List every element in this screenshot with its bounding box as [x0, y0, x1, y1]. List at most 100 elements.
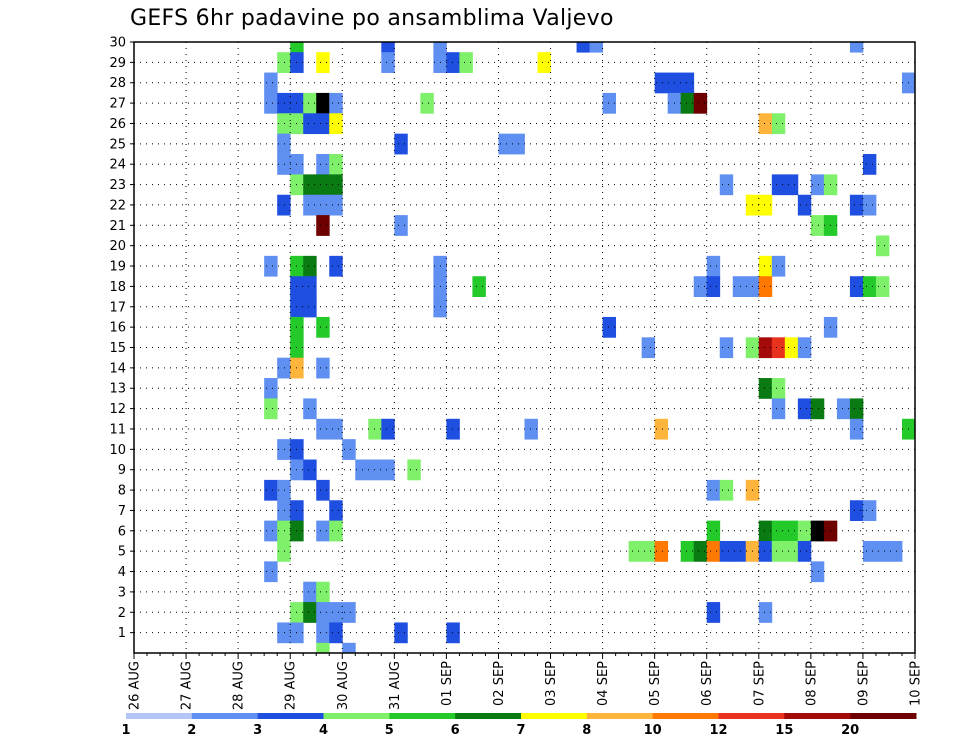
heatmap-cell: [303, 296, 317, 318]
heatmap-cell: [316, 316, 330, 338]
heatmap-cell: [706, 602, 721, 623]
x-tick-label: 31 AUG: [388, 661, 403, 710]
heatmap-cell: [368, 459, 382, 481]
y-tick-label: 20: [109, 239, 126, 254]
colorbar-swatch: [784, 713, 851, 719]
heatmap-cell: [758, 540, 773, 562]
heatmap-cell: [849, 398, 864, 420]
heatmap-cell: [277, 439, 291, 460]
colorbar-label: 1: [121, 723, 130, 738]
heatmap-cell: [810, 174, 825, 196]
heatmap-cell: [303, 174, 317, 196]
heatmap-cell: [706, 276, 721, 297]
heatmap-cell: [758, 337, 773, 359]
colorbar-swatch: [652, 713, 719, 719]
heatmap-cell: [277, 520, 291, 542]
heatmap-cell: [316, 418, 330, 440]
heatmap-cell: [329, 520, 343, 542]
colorbar-label: 8: [582, 723, 591, 738]
y-tick-label: 11: [109, 422, 126, 437]
heatmap-cell: [797, 398, 812, 420]
heatmap-cell: [277, 540, 291, 562]
heatmap-cell: [316, 642, 330, 654]
heatmap-cell: [329, 113, 343, 135]
y-tick-label: 6: [118, 524, 126, 539]
colorbar-label: 20: [841, 723, 859, 738]
heatmap-cell: [329, 174, 343, 196]
heatmap-cell: [771, 520, 786, 542]
heatmap-cell: [290, 42, 304, 53]
heatmap-cell: [459, 52, 473, 73]
y-tick-label: 2: [118, 606, 126, 621]
heatmap-cell: [316, 479, 330, 501]
colorbar-label: 7: [516, 723, 525, 738]
heatmap-cells: [264, 42, 916, 654]
heatmap-cell: [303, 255, 317, 277]
heatmap-cell: [277, 133, 291, 155]
x-tick-label: 01 SEP: [440, 661, 455, 706]
heatmap-cell: [407, 459, 421, 481]
colorbar-swatch: [455, 713, 522, 719]
colorbar-swatch: [718, 713, 785, 719]
heatmap-cell: [654, 540, 669, 562]
heatmap-cell: [420, 92, 434, 114]
heatmap-cell: [394, 622, 408, 644]
heatmap-cell: [602, 316, 617, 338]
heatmap-cell: [758, 602, 773, 623]
x-tick-label: 03 SEP: [544, 661, 559, 706]
y-tick-label: 27: [109, 97, 126, 112]
heatmap-cell: [862, 194, 877, 216]
y-tick-label: 19: [109, 260, 126, 275]
heatmap-cell: [693, 276, 708, 297]
heatmap-cell: [849, 194, 864, 216]
x-tick-label: 30 AUG: [336, 661, 351, 710]
heatmap-cell: [381, 418, 395, 440]
chart-title: GEFS 6hr padavine po ansamblima Valjevo: [130, 6, 614, 31]
colorbar-label: 2: [187, 723, 196, 738]
heatmap-cell: [810, 520, 825, 542]
x-tick-label: 09 SEP: [856, 661, 871, 706]
heatmap-cell: [849, 418, 864, 440]
heatmap-cell: [810, 398, 825, 420]
heatmap-cell: [537, 52, 551, 73]
heatmap-cell: [693, 540, 708, 562]
heatmap-cell: [394, 215, 408, 236]
y-tick-label: 18: [109, 280, 126, 295]
colorbar-swatch: [521, 713, 588, 719]
heatmap-cell: [628, 540, 643, 562]
heatmap-cell: [472, 276, 486, 297]
colorbar-label: 6: [451, 723, 460, 738]
heatmap-cell: [316, 154, 330, 175]
heatmap-cell: [875, 235, 890, 257]
heatmap-cell: [277, 622, 291, 644]
heatmap-cell: [277, 52, 291, 73]
heatmap-cell: [576, 42, 590, 53]
heatmap-cell: [277, 113, 291, 135]
x-tick-label: 07 SEP: [752, 661, 767, 706]
colorbar-swatch: [257, 713, 324, 719]
heatmap-cell: [784, 520, 799, 542]
colorbar-swatch: [850, 713, 917, 719]
heatmap-cell: [758, 520, 773, 542]
x-tick-label: 29 AUG: [284, 661, 299, 710]
heatmap-cell: [316, 92, 330, 114]
heatmap-cell: [303, 194, 317, 216]
heatmap-cell: [758, 194, 773, 216]
heatmap-cell: [316, 52, 330, 73]
x-tick-label: 06 SEP: [700, 661, 715, 706]
heatmap-cell: [303, 92, 317, 114]
x-tick-label: 26 AUG: [128, 661, 143, 710]
colorbar-swatch: [191, 713, 259, 719]
heatmap-cell: [277, 357, 291, 379]
heatmap-cell: [316, 194, 330, 216]
heatmap-cell: [771, 174, 786, 196]
heatmap-cell: [264, 520, 278, 542]
x-tick-label: 27 AUG: [180, 661, 195, 710]
axes: 1234567891011121314151617181920212223242…: [109, 36, 923, 711]
heatmap-cell: [641, 337, 656, 359]
heatmap-cell: [784, 540, 799, 562]
heatmap-cell: [680, 92, 695, 114]
heatmap-cell: [589, 42, 603, 53]
heatmap-cell: [329, 92, 343, 114]
